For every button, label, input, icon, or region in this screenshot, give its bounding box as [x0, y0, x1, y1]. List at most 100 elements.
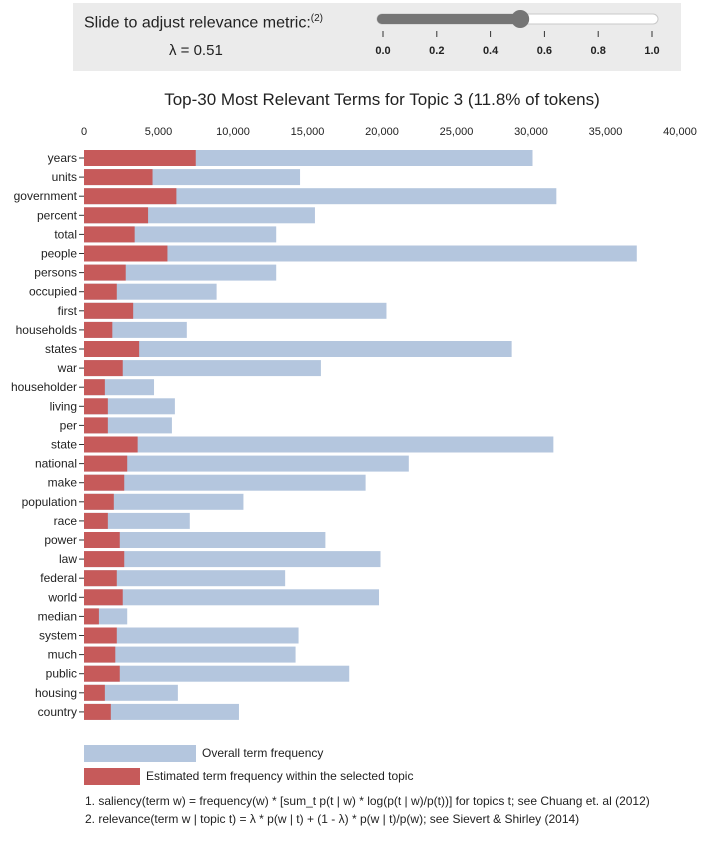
term-label-make[interactable]: make — [48, 476, 78, 490]
bars — [84, 150, 637, 720]
slider-tick-label: 0.6 — [537, 45, 552, 57]
legend-label-overall: Overall term frequency — [202, 746, 323, 760]
bar-topic-power[interactable] — [84, 532, 120, 548]
bar-overall-world[interactable] — [84, 589, 380, 606]
term-label-living[interactable]: living — [50, 399, 77, 413]
bar-topic-government[interactable] — [84, 188, 177, 205]
bar-overall-much[interactable] — [84, 646, 296, 663]
bar-overall-occupied[interactable] — [84, 283, 217, 300]
bar-topic-units[interactable] — [84, 169, 153, 186]
term-label-population[interactable]: population — [22, 495, 77, 509]
bar-topic-public[interactable] — [84, 665, 120, 682]
slider-tick-label: 0.2 — [429, 45, 444, 57]
term-label-country[interactable]: country — [38, 705, 77, 719]
x-tick-label: 35,000 — [589, 126, 623, 138]
bar-topic-population[interactable] — [84, 493, 114, 510]
term-label-power[interactable]: power — [44, 533, 77, 547]
bar-topic-national[interactable] — [84, 455, 128, 472]
legend-label-topic: Estimated term frequency within the sele… — [146, 769, 413, 783]
term-label-units[interactable]: units — [52, 170, 77, 184]
bar-topic-world[interactable] — [84, 589, 123, 606]
bar-overall-public[interactable] — [84, 665, 350, 682]
bar-overall-housing[interactable] — [84, 684, 178, 701]
term-label-world[interactable]: world — [47, 590, 77, 604]
footnote-ref[interactable]: (2) — [310, 13, 324, 24]
term-label-occupied[interactable]: occupied — [29, 285, 77, 299]
bar-topic-living[interactable] — [84, 398, 108, 415]
term-label-people[interactable]: people — [41, 247, 77, 261]
bar-topic-first[interactable] — [84, 302, 134, 319]
bar-topic-race[interactable] — [84, 512, 108, 529]
bar-overall-people[interactable] — [84, 245, 637, 262]
term-label-householder[interactable]: householder — [11, 380, 77, 394]
term-label-persons[interactable]: persons — [34, 266, 77, 280]
bar-overall-race[interactable] — [84, 512, 190, 529]
footnote-relevance: 2. relevance(term w | topic t) = λ * p(w… — [85, 812, 580, 826]
term-label-households[interactable]: households — [16, 323, 77, 337]
term-label-system[interactable]: system — [39, 629, 77, 643]
bar-topic-states[interactable] — [84, 341, 140, 357]
term-label-percent[interactable]: percent — [37, 208, 78, 222]
bar-overall-government[interactable] — [84, 188, 557, 205]
term-label-median[interactable]: median — [38, 609, 77, 623]
bar-overall-persons[interactable] — [84, 264, 277, 281]
bar-topic-households[interactable] — [84, 321, 113, 338]
bar-overall-states[interactable] — [84, 341, 512, 357]
bar-topic-country[interactable] — [84, 703, 111, 720]
bar-topic-persons[interactable] — [84, 264, 126, 281]
slider-tick-label: 0.4 — [483, 45, 499, 57]
bar-overall-country[interactable] — [84, 703, 239, 720]
legend-swatch-topic — [84, 768, 140, 785]
bar-topic-people[interactable] — [84, 245, 168, 262]
term-label-housing[interactable]: housing — [35, 686, 77, 700]
term-label-years[interactable]: years — [48, 151, 77, 165]
term-label-states[interactable]: states — [45, 342, 77, 356]
slider-label: Slide to adjust relevance metric:(2) — [84, 13, 323, 32]
term-label-state[interactable]: state — [51, 438, 77, 452]
bar-topic-state[interactable] — [84, 436, 138, 453]
term-label-per[interactable]: per — [60, 418, 77, 432]
bar-overall-war[interactable] — [84, 360, 321, 377]
bar-topic-per[interactable] — [84, 417, 108, 434]
legend: Overall term frequency Estimated term fr… — [84, 745, 413, 785]
term-label-first[interactable]: first — [58, 304, 78, 318]
bar-topic-householder[interactable] — [84, 379, 105, 396]
bar-topic-war[interactable] — [84, 360, 123, 377]
bar-topic-percent[interactable] — [84, 207, 149, 224]
term-label-law[interactable]: law — [59, 552, 77, 566]
bar-topic-occupied[interactable] — [84, 283, 117, 300]
term-label-much[interactable]: much — [48, 648, 77, 662]
term-label-federal[interactable]: federal — [40, 571, 77, 585]
bar-overall-years[interactable] — [84, 150, 533, 166]
bar-overall-system[interactable] — [84, 627, 299, 644]
slider-thumb[interactable] — [511, 10, 530, 28]
bar-topic-total[interactable] — [84, 226, 135, 243]
x-tick-label: 5,000 — [145, 126, 173, 138]
term-label-government[interactable]: government — [14, 189, 78, 203]
bar-topic-housing[interactable] — [84, 684, 105, 701]
bar-overall-national[interactable] — [84, 455, 409, 472]
bar-topic-median[interactable] — [84, 608, 99, 625]
term-label-race[interactable]: race — [54, 514, 78, 528]
relevance-slider[interactable]: 0.0 0.2 0.4 0.6 0.8 1.0 — [375, 10, 660, 57]
bar-overall-first[interactable] — [84, 302, 387, 319]
bar-overall-power[interactable] — [84, 532, 326, 548]
x-tick-label: 0 — [81, 126, 87, 138]
term-label-war[interactable]: war — [57, 361, 77, 375]
term-label-national[interactable]: national — [35, 457, 77, 471]
bar-overall-make[interactable] — [84, 474, 366, 491]
bar-overall-population[interactable] — [84, 493, 244, 510]
bar-topic-law[interactable] — [84, 551, 125, 568]
legend-swatch-overall — [84, 745, 196, 762]
bar-topic-much[interactable] — [84, 646, 116, 663]
x-tick-label: 25,000 — [440, 126, 474, 138]
bar-topic-federal[interactable] — [84, 570, 117, 587]
bar-overall-state[interactable] — [84, 436, 554, 453]
term-label-total[interactable]: total — [54, 227, 77, 241]
bar-topic-system[interactable] — [84, 627, 117, 644]
bar-topic-years[interactable] — [84, 150, 196, 166]
bar-overall-federal[interactable] — [84, 570, 286, 587]
term-label-public[interactable]: public — [46, 667, 77, 681]
bar-overall-law[interactable] — [84, 551, 381, 568]
bar-topic-make[interactable] — [84, 474, 125, 491]
